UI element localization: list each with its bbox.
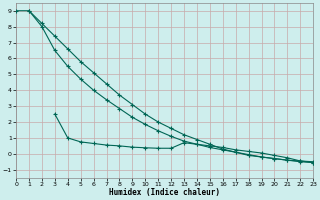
X-axis label: Humidex (Indice chaleur): Humidex (Indice chaleur) (109, 188, 220, 197)
